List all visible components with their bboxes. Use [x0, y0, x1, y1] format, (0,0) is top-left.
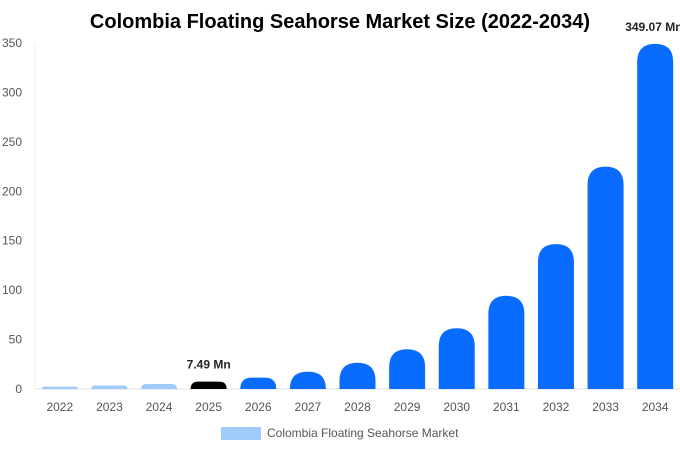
- x-tick-label: 2030: [443, 400, 470, 414]
- y-tick-label: 100: [2, 283, 22, 297]
- bar: [488, 295, 525, 389]
- chart-title: Colombia Floating Seahorse Market Size (…: [90, 11, 590, 33]
- x-tick-label: 2031: [493, 400, 520, 414]
- bar: [141, 383, 178, 389]
- bar: [190, 381, 227, 389]
- x-tick-label: 2034: [642, 400, 669, 414]
- bar: [339, 362, 376, 389]
- bar: [289, 371, 326, 389]
- y-tick-label: 50: [9, 333, 23, 347]
- y-tick-label: 250: [2, 135, 22, 149]
- legend-label: Colombia Floating Seahorse Market: [267, 426, 459, 440]
- bar: [537, 244, 574, 389]
- y-tick-label: 150: [2, 234, 22, 248]
- x-tick-label: 2025: [195, 400, 222, 414]
- y-tick-label: 200: [2, 184, 22, 198]
- bar: [438, 328, 475, 389]
- x-tick-label: 2024: [146, 400, 173, 414]
- bar: [41, 386, 78, 389]
- data-label: 349.07 Mn: [625, 20, 680, 34]
- x-tick-label: 2023: [96, 400, 123, 414]
- x-tick-label: 2032: [543, 400, 570, 414]
- bar: [587, 166, 624, 389]
- y-axis: 0 50 100 150 200 250 300 350: [2, 36, 22, 396]
- x-axis: 2022 2023 2024 2025 2026 2027 2028 2029 2030 2031…: [46, 400, 668, 414]
- legend: Colombia Floating Seahorse Market: [221, 426, 459, 440]
- data-label: 7.49 Mn: [187, 358, 231, 372]
- x-tick-label: 2022: [46, 400, 73, 414]
- bars: [41, 43, 674, 389]
- bar: [240, 377, 277, 389]
- y-tick-label: 0: [15, 382, 22, 396]
- data-labels: 7.49 Mn 349.07 Mn: [187, 20, 680, 372]
- x-tick-label: 2028: [344, 400, 371, 414]
- legend-swatch: [221, 427, 261, 440]
- x-tick-label: 2027: [295, 400, 322, 414]
- bar: [91, 385, 128, 389]
- bar: [637, 43, 674, 389]
- bar: [389, 349, 426, 389]
- y-tick-label: 350: [2, 36, 22, 50]
- x-tick-label: 2029: [394, 400, 421, 414]
- y-tick-label: 300: [2, 85, 22, 99]
- x-tick-label: 2026: [245, 400, 272, 414]
- x-tick-label: 2033: [592, 400, 619, 414]
